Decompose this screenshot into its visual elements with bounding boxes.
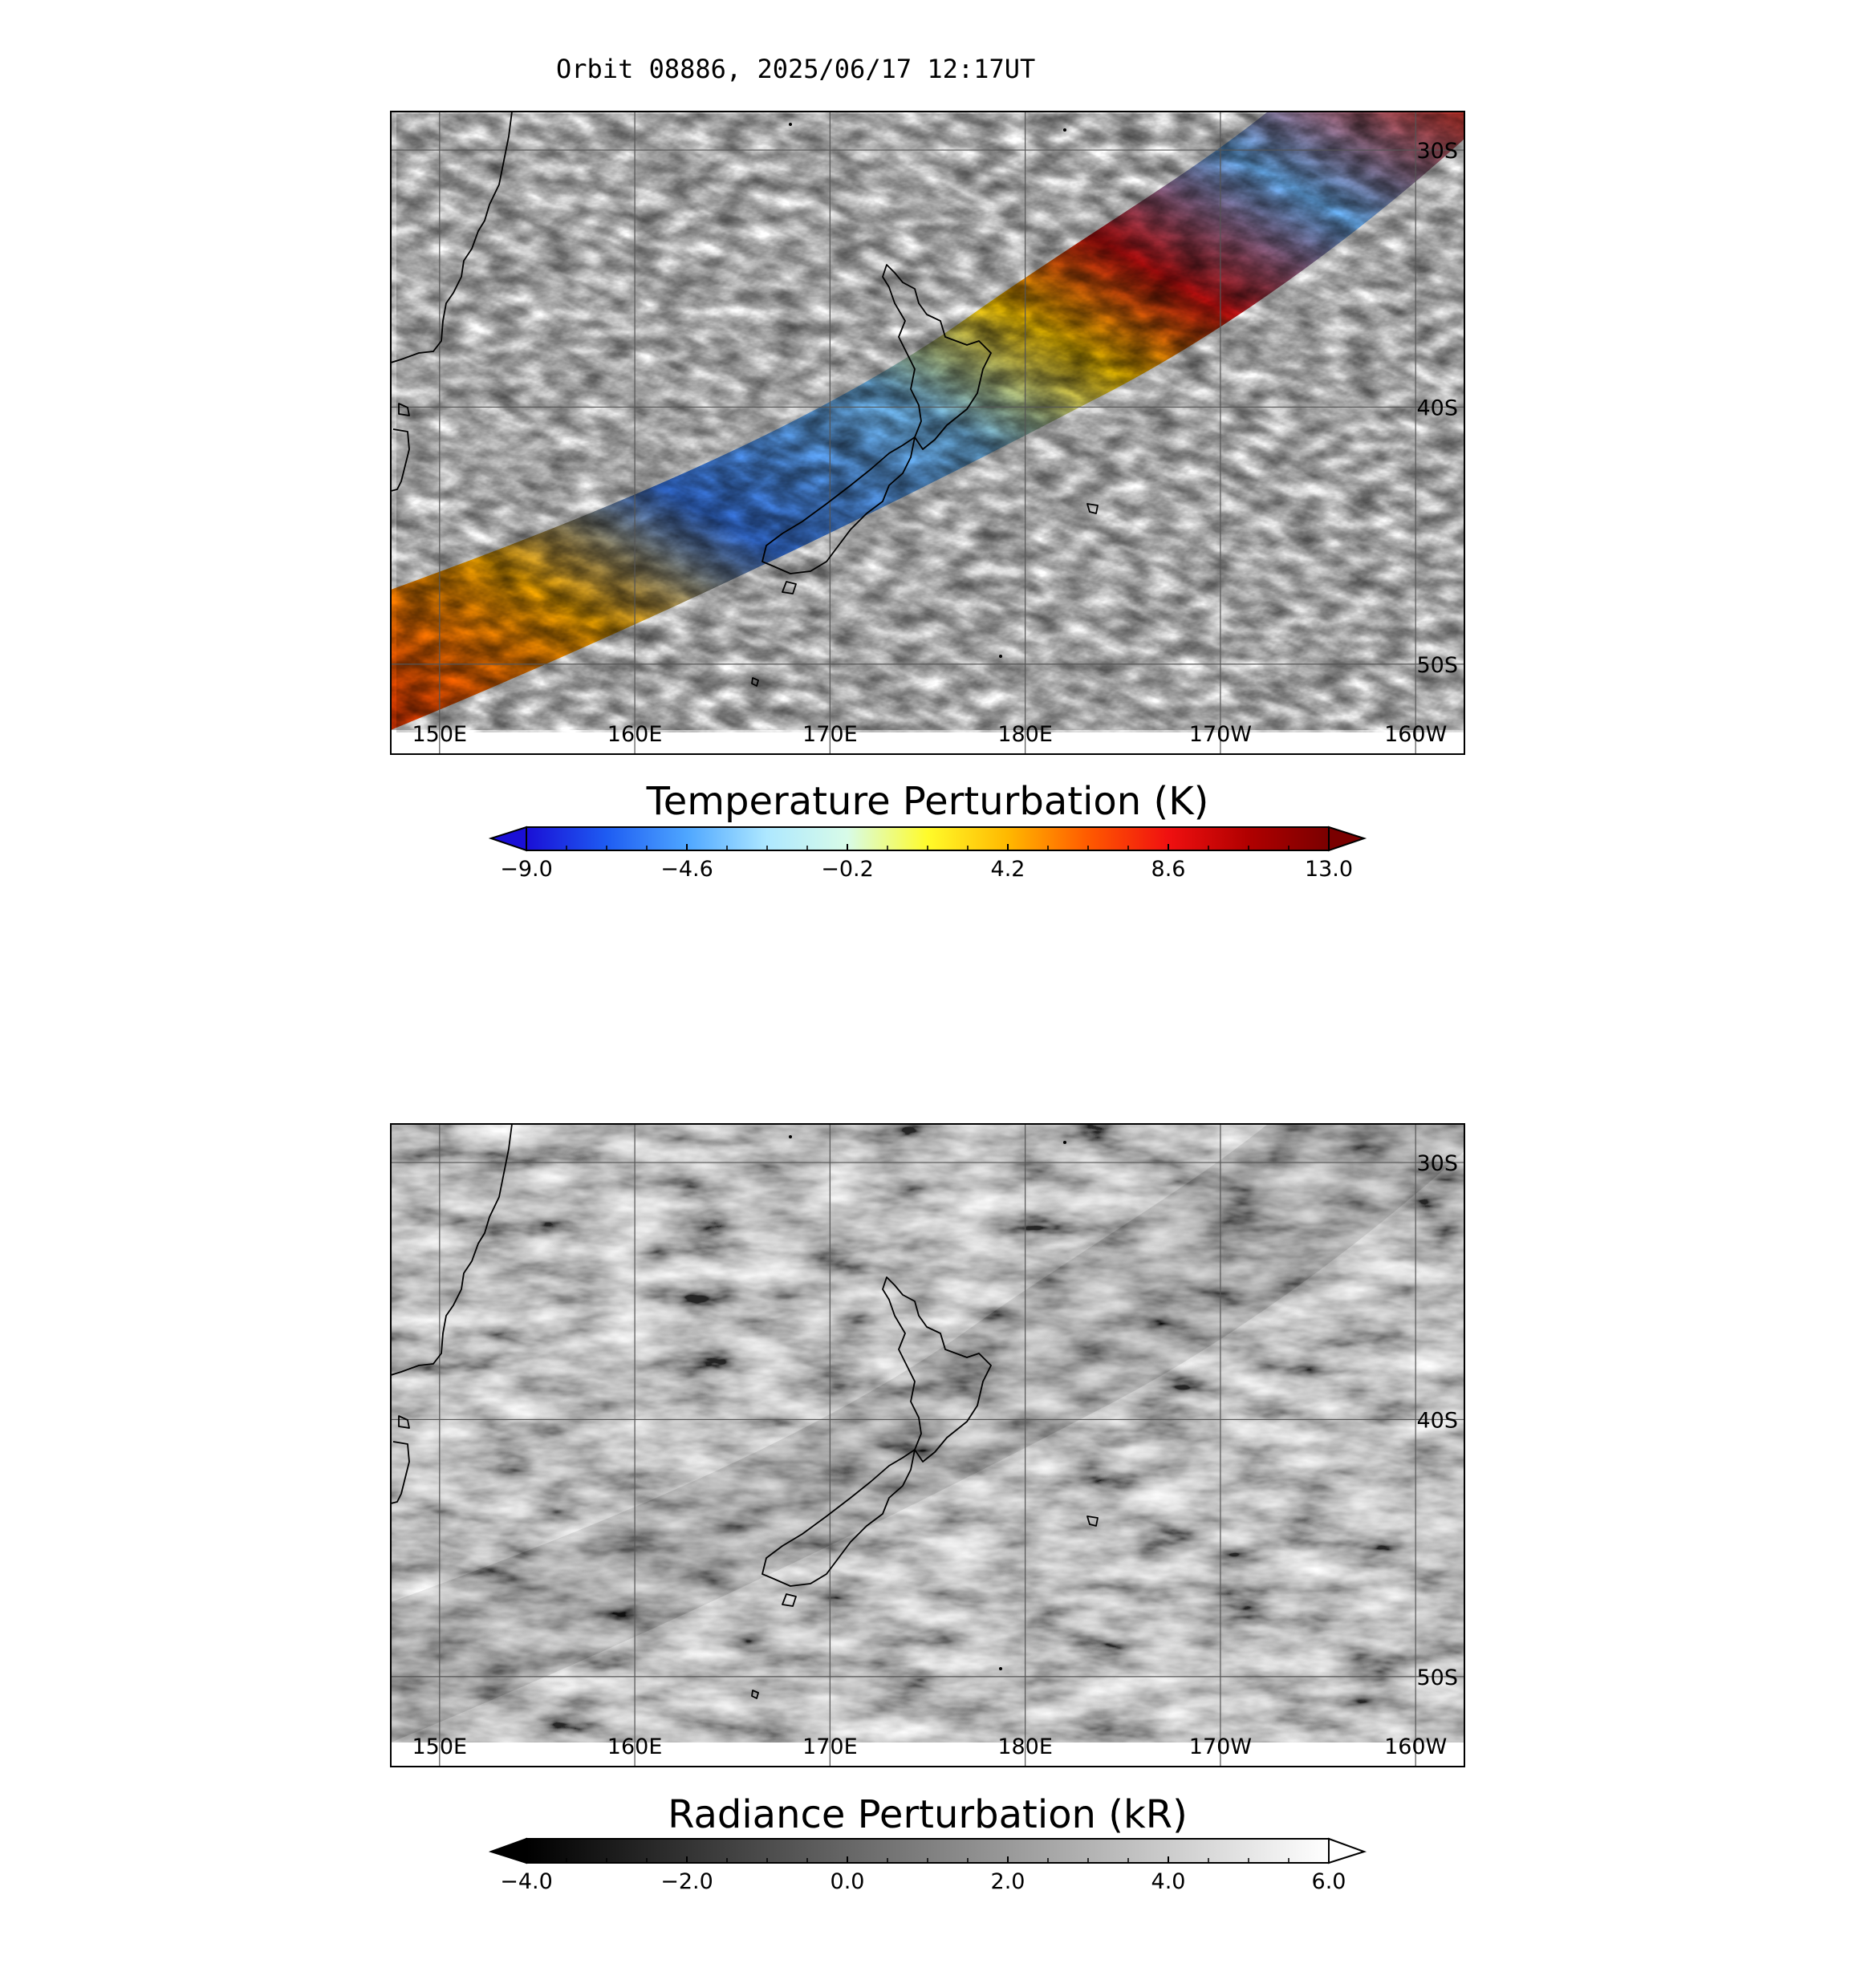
lon-tick-label: 160W — [1384, 722, 1447, 747]
figure-title: Orbit 08886, 2025/06/17 12:17UT — [556, 54, 1035, 84]
colorbar-tick-label: 6.0 — [1312, 1869, 1346, 1894]
radiance-map-panel: 150E 160E 170E 180E 170W 160W 30S 40S 50S — [390, 1123, 1465, 1767]
small-islands — [751, 1135, 1099, 1699]
lon-tick-label: 160E — [607, 1734, 663, 1759]
colorbar-tick-label: −4.6 — [660, 857, 713, 882]
map-grid — [391, 112, 1464, 754]
colorbar-tick-label: 0.0 — [831, 1869, 865, 1894]
lon-tick-label: 170W — [1189, 1734, 1252, 1759]
map-grid — [391, 1124, 1464, 1767]
temperature-colorbar-title: Temperature Perturbation (K) — [646, 779, 1209, 824]
colorbar-tick-label: 8.6 — [1151, 857, 1186, 882]
colorbar-tick-label: −2.0 — [660, 1869, 713, 1894]
lat-tick-label: 50S — [1417, 653, 1459, 678]
small-islands — [751, 123, 1099, 687]
colorbar-over-arrow — [1328, 826, 1367, 852]
lon-tick-label: 150E — [412, 1734, 468, 1759]
lon-tick-label: 170E — [802, 1734, 858, 1759]
temperature-map-panel: 150E 160E 170E 180E 170W 160W 30S 40S 50S — [390, 111, 1465, 755]
lon-tick-label: 180E — [997, 1734, 1053, 1759]
colorbar-tick-label: 4.2 — [991, 857, 1025, 882]
lon-tick-label: 180E — [997, 722, 1053, 747]
coastline-new-zealand — [761, 1276, 992, 1607]
map-tick-labels: 150E 160E 170E 180E 170W 160W 30S 40S 50S — [412, 1151, 1458, 1759]
colorbar-tick-label: −0.2 — [821, 857, 874, 882]
colorbar-under-arrow — [488, 826, 527, 852]
colorbar-over-arrow — [1328, 1837, 1367, 1864]
coastline-australia — [391, 1124, 513, 1504]
radiance-colorbar: Radiance Perturbation (kR) −4.0 −2.0 0.0 2.… — [488, 1792, 1367, 1894]
map-tick-labels: 150E 160E 170E 180E 170W 160W 30S 40S 50S — [412, 139, 1458, 747]
coastline-new-zealand — [761, 264, 992, 594]
coastline-australia — [391, 112, 513, 492]
lon-tick-label: 160W — [1384, 1734, 1447, 1759]
lat-tick-label: 30S — [1417, 139, 1459, 164]
lat-tick-label: 40S — [1417, 396, 1459, 420]
lon-tick-label: 170W — [1189, 722, 1252, 747]
colorbar-tick-label: 4.0 — [1151, 1869, 1186, 1894]
lat-tick-label: 30S — [1417, 1151, 1459, 1176]
temperature-colorbar: Temperature Perturbation (K) −9.0 −4.6 −0.… — [488, 779, 1367, 882]
colorbar-ticks: −9.0 −4.6 −0.2 4.2 8.6 13.0 — [500, 844, 1353, 882]
colorbar-ticks: −4.0 −2.0 0.0 2.0 4.0 6.0 — [500, 1856, 1346, 1894]
colorbar-tick-label: 13.0 — [1305, 857, 1353, 882]
lon-tick-label: 170E — [802, 722, 858, 747]
radiance-colorbar-title: Radiance Perturbation (kR) — [668, 1792, 1188, 1837]
colorbar-tick-label: 2.0 — [991, 1869, 1025, 1894]
colorbar-under-arrow — [488, 1837, 527, 1864]
lat-tick-label: 40S — [1417, 1408, 1459, 1433]
lon-tick-label: 160E — [607, 722, 663, 747]
lat-tick-label: 50S — [1417, 1665, 1459, 1690]
colorbar-tick-label: −9.0 — [500, 857, 553, 882]
lon-tick-label: 150E — [412, 722, 468, 747]
colorbar-tick-label: −4.0 — [500, 1869, 553, 1894]
